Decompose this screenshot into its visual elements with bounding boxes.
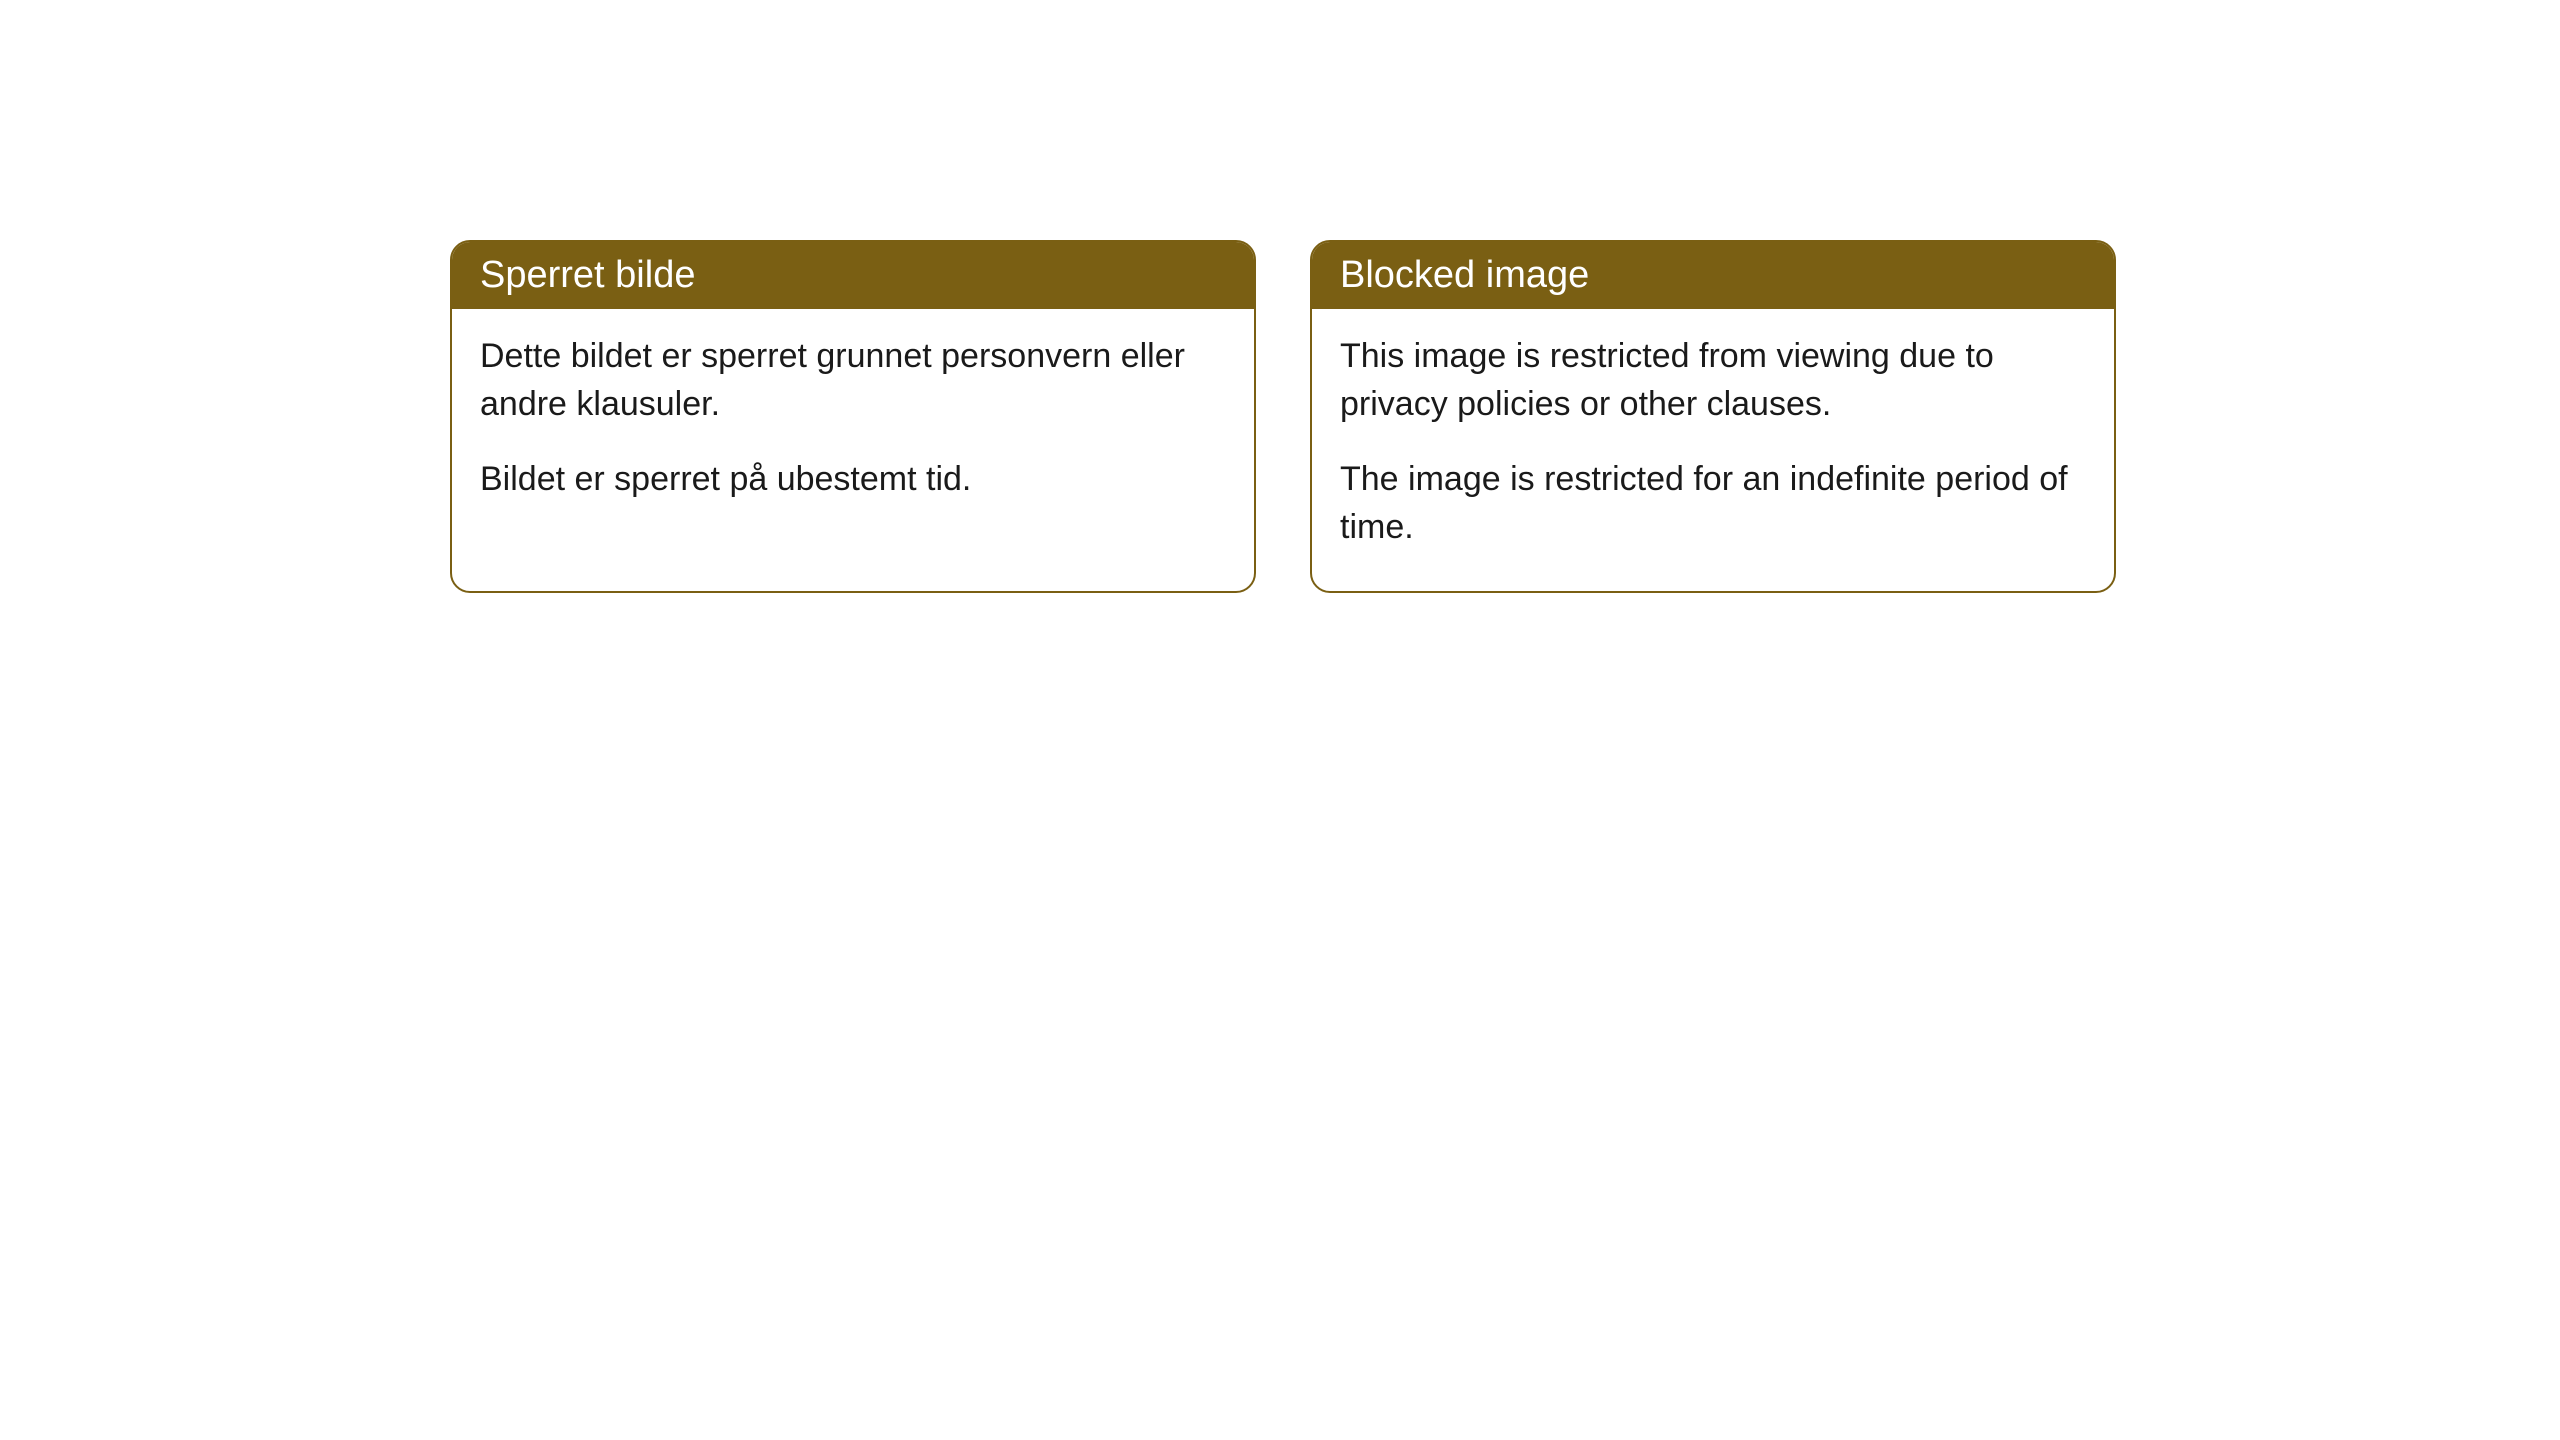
card-title: Blocked image <box>1340 254 1589 296</box>
card-paragraph-2: The image is restricted for an indefinit… <box>1340 456 2086 551</box>
card-header: Blocked image <box>1312 242 2114 309</box>
card-body: This image is restricted from viewing du… <box>1312 309 2114 591</box>
card-paragraph-1: Dette bildet er sperret grunnet personve… <box>480 333 1226 428</box>
card-paragraph-1: This image is restricted from viewing du… <box>1340 333 2086 428</box>
blocked-image-card-english: Blocked image This image is restricted f… <box>1310 240 2116 593</box>
notice-container: Sperret bilde Dette bildet er sperret gr… <box>0 0 2560 593</box>
card-paragraph-2: Bildet er sperret på ubestemt tid. <box>480 456 1226 504</box>
card-header: Sperret bilde <box>452 242 1254 309</box>
blocked-image-card-norwegian: Sperret bilde Dette bildet er sperret gr… <box>450 240 1256 593</box>
card-title: Sperret bilde <box>480 254 695 296</box>
card-body: Dette bildet er sperret grunnet personve… <box>452 309 1254 544</box>
